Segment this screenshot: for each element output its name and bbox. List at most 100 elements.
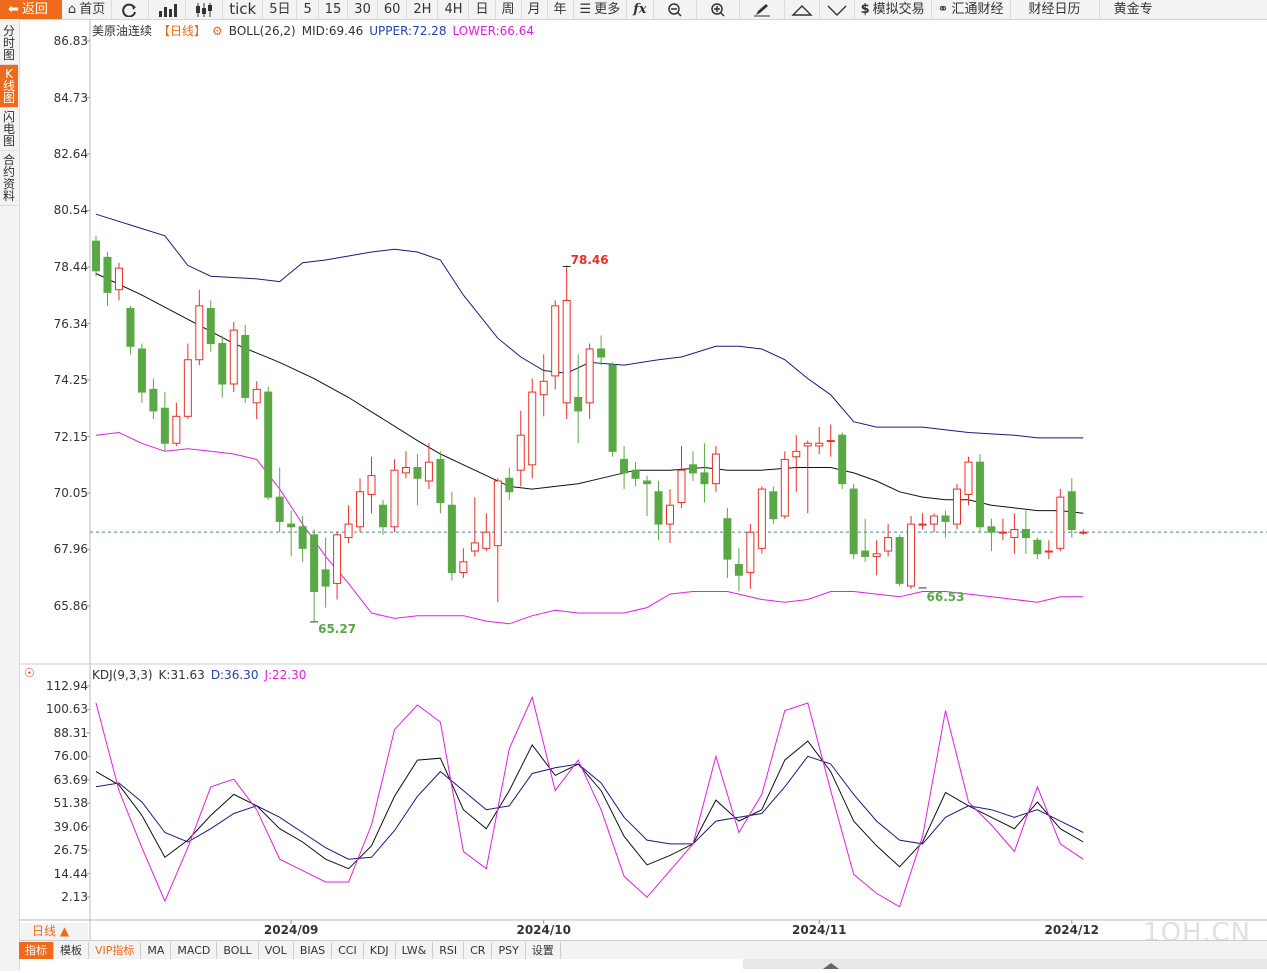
kdj-tick-label: 112.94 (46, 679, 88, 693)
tab-psy[interactable]: PSY (492, 941, 526, 959)
chart-canvas[interactable] (0, 0, 1267, 940)
down-arrow-button[interactable] (820, 0, 855, 19)
period-5min[interactable]: 5 (297, 0, 319, 19)
instrument-name: 美原油连续 (92, 24, 153, 38)
tab-lwr[interactable]: LW& (396, 941, 434, 959)
period-15min[interactable]: 15 (319, 0, 349, 19)
tab-macd[interactable]: MACD (171, 941, 218, 959)
zoom-out-icon (667, 2, 682, 17)
chart-type-button[interactable] (149, 0, 187, 19)
tab-vol[interactable]: VOL (259, 941, 294, 959)
candle-up (482, 531, 491, 549)
candle-up (746, 531, 755, 574)
period-month[interactable]: 月 (522, 0, 548, 19)
candle-up (493, 480, 502, 547)
candle-down (723, 518, 732, 560)
tab-boll[interactable]: BOLL (217, 941, 259, 959)
tab-cci[interactable]: CCI (332, 941, 364, 959)
candle-up (424, 461, 433, 482)
price-tick-label: 78.44 (53, 260, 88, 275)
pencil-icon (753, 3, 770, 16)
tab-flash[interactable]: 闪电图 (0, 108, 18, 151)
candle-up (390, 469, 399, 528)
kdj-settings-icon[interactable]: ☉ (24, 666, 35, 680)
candle-up (562, 299, 571, 404)
period-2h[interactable]: 2H (407, 0, 439, 19)
candle-up (539, 380, 548, 396)
gold-button[interactable]: 黄金专 (1113, 2, 1153, 17)
period-30min[interactable]: 30 (348, 0, 378, 19)
candle-up (516, 434, 525, 471)
tab-ma[interactable]: MA (141, 941, 172, 959)
tick-button[interactable]: tick (223, 0, 264, 19)
candle-up (872, 553, 881, 557)
kdj-tick-label: 88.31 (53, 725, 88, 740)
refresh-icon (122, 3, 137, 17)
scroll-thumb-icon[interactable] (743, 960, 1267, 970)
side-tabs: 分时图 K线图 闪电图 合约资料 (0, 22, 19, 206)
tab-rsi[interactable]: RSI (433, 941, 465, 959)
settings-gear-icon[interactable]: ⚙ (212, 23, 223, 38)
calendar-button[interactable]: 财经日历 (1011, 0, 1100, 19)
period-4h[interactable]: 4H (438, 0, 470, 19)
tab-kdj[interactable]: KDJ (364, 941, 396, 959)
candle-up (229, 329, 238, 385)
tab-timeshare[interactable]: 分时图 (0, 22, 18, 65)
candle-type-button[interactable] (186, 0, 224, 19)
kdj-legend: KDJ(9,3,3) K:31.63 D:36.30 J:22.30 (92, 668, 306, 682)
candle-down (734, 564, 743, 576)
period-year[interactable]: 年 (548, 0, 574, 19)
candle-up (172, 415, 181, 444)
candle-up (757, 488, 766, 549)
candle-down (160, 407, 169, 444)
candle-up (930, 515, 939, 525)
price-tick-label: 74.25 (53, 372, 88, 387)
zoom-in-icon (710, 2, 725, 17)
candle-up (183, 359, 192, 417)
candle-down (769, 491, 778, 520)
zoom-out-button[interactable] (654, 0, 697, 19)
tab-settings[interactable]: 设置 (526, 941, 561, 959)
tab-bias[interactable]: BIAS (294, 941, 333, 959)
period-week[interactable]: 周 (496, 0, 522, 19)
boll-upper: UPPER:72.28 (369, 23, 447, 38)
period-tag[interactable]: 日线 ▲ (20, 923, 88, 940)
candle-down (149, 388, 158, 412)
up-arrow-button[interactable] (785, 0, 820, 19)
tab-cr[interactable]: CR (464, 941, 493, 959)
candle-down (321, 569, 330, 587)
huitong-button[interactable]: ⚭ 汇通财经 (932, 0, 1011, 19)
formula-button[interactable]: fx (627, 0, 654, 19)
candle-down (413, 467, 422, 479)
candle-up (884, 537, 893, 552)
kdj-d-line (95, 755, 1084, 860)
candle-up (114, 267, 123, 291)
back-button[interactable]: ⬅ 返回 (0, 0, 62, 19)
candle-down (861, 550, 870, 557)
draw-button[interactable] (740, 0, 785, 19)
candle-down (206, 308, 215, 345)
tab-kline[interactable]: K线图 (0, 65, 18, 108)
candlestick-icon (196, 2, 213, 17)
zoom-in-button[interactable] (697, 0, 740, 19)
home-button[interactable]: ⌂ 首页 (62, 0, 113, 19)
candle-down (987, 526, 996, 533)
candle-down (505, 477, 514, 493)
tab-indicators[interactable]: 指标 (19, 941, 54, 959)
low-price-label-2: 66.53 (926, 589, 965, 604)
refresh-button[interactable] (112, 0, 150, 19)
price-axis: 86.83 84.73 82.64 80.54 78.44 76.34 74.25 72.15… (19, 19, 90, 919)
candle-down (137, 348, 146, 393)
period-60min[interactable]: 60 (378, 0, 408, 19)
period-5day[interactable]: 5日 (263, 0, 298, 19)
sim-trade-button[interactable]: $ 模拟交易 (855, 0, 932, 19)
period-day[interactable]: 日 (469, 0, 496, 19)
tab-contract-info[interactable]: 合约资料 (0, 151, 18, 206)
horizontal-scrollbar[interactable] (743, 959, 1267, 969)
candle-down (654, 491, 663, 525)
tab-vip[interactable]: VIP指标 (89, 941, 142, 959)
candle-up (711, 453, 720, 485)
tab-templates[interactable]: 模板 (54, 941, 89, 959)
candle-up (780, 458, 789, 517)
more-button[interactable]: ☰ 更多 (574, 0, 628, 19)
